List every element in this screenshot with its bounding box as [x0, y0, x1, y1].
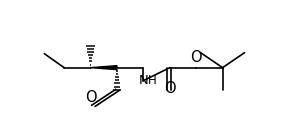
Text: H: H	[148, 74, 156, 87]
Text: N: N	[139, 74, 148, 87]
Text: O: O	[164, 81, 176, 96]
Text: O: O	[190, 50, 202, 65]
Text: O: O	[85, 90, 96, 105]
Polygon shape	[91, 66, 117, 70]
